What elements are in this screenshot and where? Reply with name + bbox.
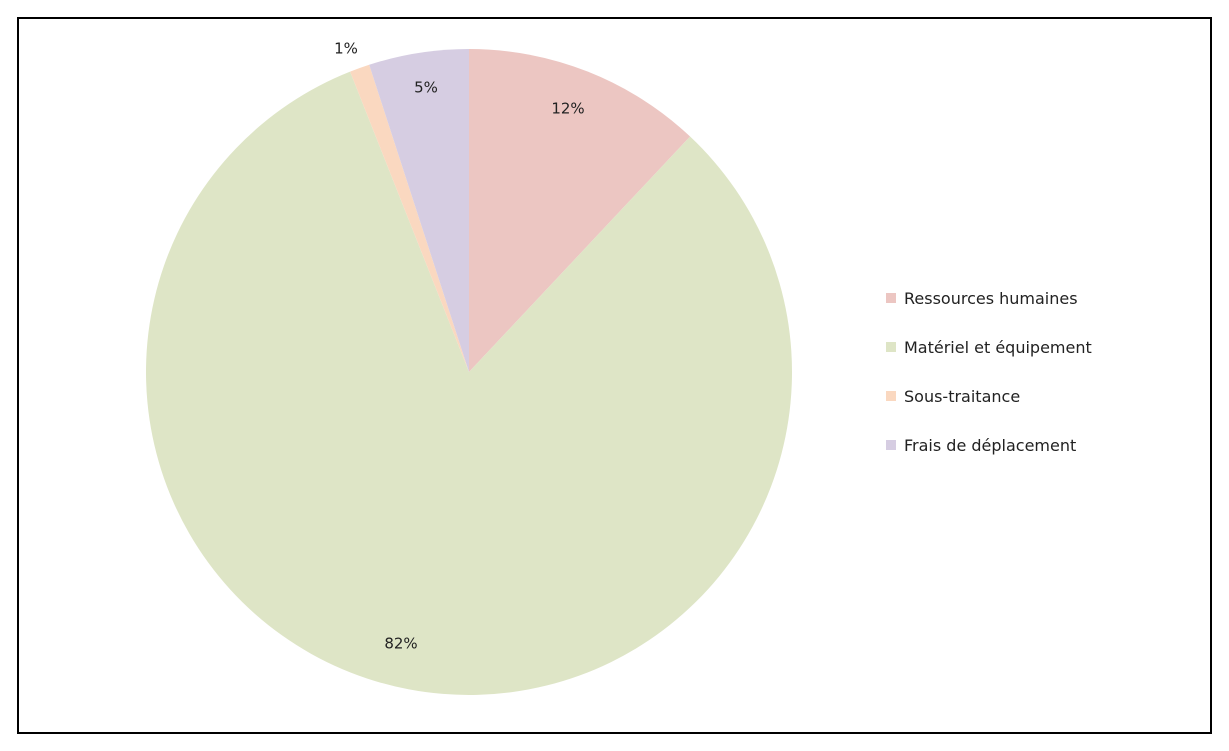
pie-data-labels: 12% 82% 1% 5% xyxy=(334,40,585,653)
pie-slice-3 xyxy=(369,49,469,372)
legend-swatch xyxy=(886,391,896,401)
legend-item: Sous-traitance xyxy=(886,386,1092,406)
legend-label: Ressources humaines xyxy=(904,288,1078,308)
legend-swatch xyxy=(886,440,896,450)
legend-label: Matériel et équipement xyxy=(904,337,1092,357)
legend-swatch xyxy=(886,342,896,352)
pie-slice-2 xyxy=(350,64,469,372)
pie-slice-1 xyxy=(146,71,792,696)
data-label-1: 82% xyxy=(384,635,417,653)
legend-swatch xyxy=(886,293,896,303)
legend-item: Ressources humaines xyxy=(886,288,1092,308)
pie-slice-0 xyxy=(469,49,691,372)
legend-label: Sous-traitance xyxy=(904,386,1021,406)
data-label-0: 12% xyxy=(551,100,584,118)
legend-item: Frais de déplacement xyxy=(886,435,1092,455)
data-label-2: 1% xyxy=(334,40,358,58)
legend-item: Matériel et équipement xyxy=(886,337,1092,357)
chart-legend: Ressources humaines Matériel et équipemen… xyxy=(886,288,1092,484)
data-label-3: 5% xyxy=(414,79,438,97)
pie-slices xyxy=(146,49,792,696)
legend-label: Frais de déplacement xyxy=(904,435,1077,455)
